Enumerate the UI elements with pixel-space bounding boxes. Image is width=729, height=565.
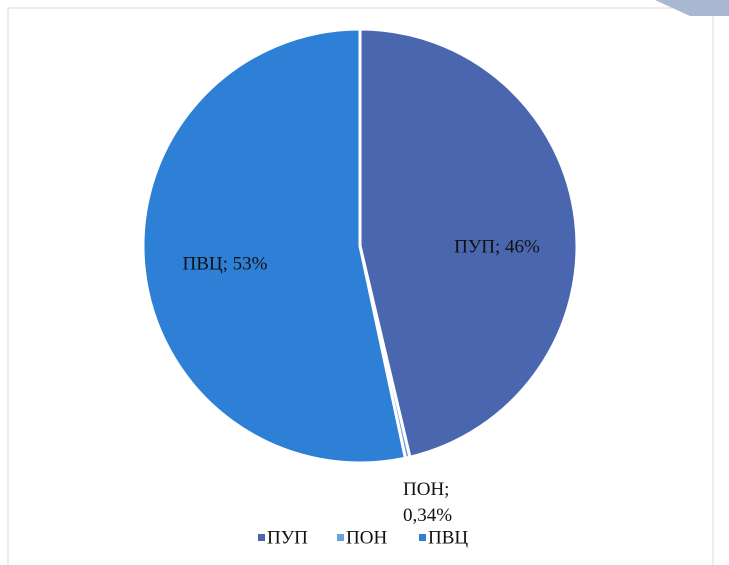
data-label: ПОН; 0,34% [403,479,453,526]
pie-slice [358,27,579,459]
corner-decoration [655,0,729,16]
legend-marker [258,534,265,541]
legend-label: ПВЦ [428,527,468,548]
data-label: ПВЦ; 53% [183,253,268,274]
legend-marker [337,534,344,541]
pie-slice [141,27,408,465]
legend-label: ПОН [346,527,387,548]
chart-frame [7,7,714,565]
legend-label: ПУП [267,527,308,548]
legend-marker [419,534,426,541]
data-label: ПУП; 46% [454,236,540,257]
